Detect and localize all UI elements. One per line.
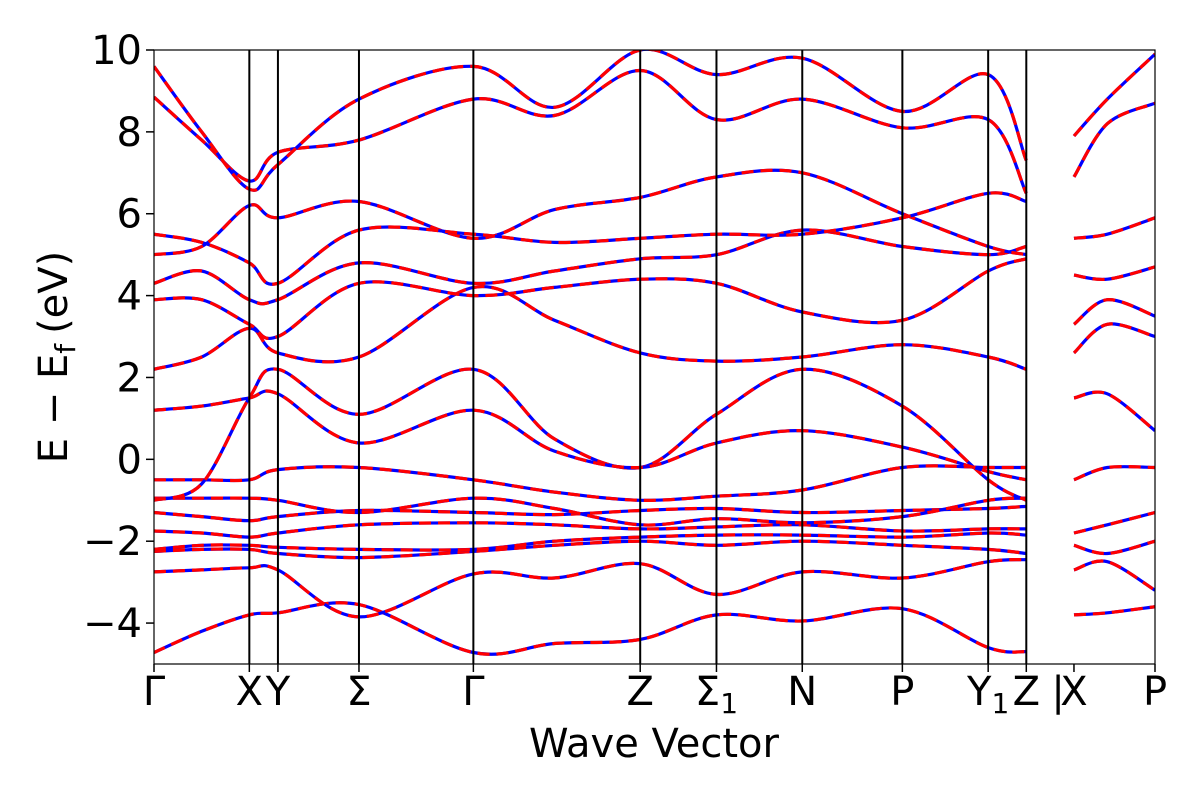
band-line-red xyxy=(1073,465,1155,482)
y-tick-label: −4 xyxy=(83,601,142,647)
band-line-red xyxy=(1072,322,1155,355)
band-line-red xyxy=(154,521,1027,539)
band-line-red xyxy=(1073,559,1155,592)
kpoint-separator: | xyxy=(1051,669,1064,715)
y-tick-label: 8 xyxy=(117,110,142,156)
y-tick-label: 10 xyxy=(91,28,142,74)
band-line-red xyxy=(154,168,1027,257)
plot-frame xyxy=(153,49,1156,665)
kpoint-label: Γ xyxy=(143,669,166,715)
band-line-blue xyxy=(154,50,1028,192)
band-line-red xyxy=(1072,298,1155,326)
y-tick-label: 6 xyxy=(117,192,142,238)
band-line-red xyxy=(154,68,1028,195)
kpoint-label: Γ xyxy=(462,669,485,715)
kpoint-label: P xyxy=(890,669,914,715)
kpoint-label: Y1 xyxy=(966,669,1009,720)
y-axis-title-main: E − E xyxy=(31,354,77,464)
y-tick-label: 0 xyxy=(117,437,142,483)
band-line-red xyxy=(154,601,1027,656)
band-line-blue xyxy=(154,367,1028,502)
band-line-red xyxy=(154,284,1027,371)
band-line-red xyxy=(154,496,1027,527)
y-axis-title-subscript: f xyxy=(49,343,82,354)
band-line-red xyxy=(1073,510,1155,535)
band-line-red xyxy=(1073,605,1155,617)
band-line-red xyxy=(154,389,1027,482)
kpoint-label: Z xyxy=(1013,669,1040,715)
kpoint-label: X xyxy=(236,669,263,715)
band-line-blue xyxy=(154,284,1027,371)
kpoint-label: Σ xyxy=(346,669,371,715)
band-line-red xyxy=(1073,265,1155,282)
y-axis-title-unit: (eV) xyxy=(31,251,77,334)
y-tick-label: −2 xyxy=(83,519,142,565)
band-line-red xyxy=(1073,390,1155,432)
y-axis-title: E − Ef (eV) xyxy=(31,251,82,464)
x-axis: Γ X Y Σ Γ Z Σ1 N P Y1 Z X P| xyxy=(143,664,1167,720)
bands-layer xyxy=(154,50,1155,656)
band-line-blue xyxy=(1072,322,1155,355)
band-line-red xyxy=(1073,539,1155,556)
kpoint-label: P xyxy=(1143,669,1167,715)
kpoint-lines xyxy=(248,50,1028,664)
band-line-red xyxy=(1073,216,1155,240)
band-line-red xyxy=(154,367,1028,502)
y-tick-label: 2 xyxy=(117,355,142,401)
band-line-blue xyxy=(154,191,1027,286)
band-line-red xyxy=(154,50,1028,192)
band-line-blue xyxy=(1073,216,1155,240)
band-line-red xyxy=(154,558,1027,619)
band-line-blue xyxy=(154,389,1027,482)
band-line-blue xyxy=(1072,101,1155,178)
band-line-red xyxy=(154,228,1027,306)
band-line-blue xyxy=(1073,465,1155,482)
band-line-red xyxy=(154,257,1027,340)
y-axis: −4 −2 0 2 4 6 8 10 xyxy=(83,28,154,647)
kpoint-label: Σ1 xyxy=(695,669,738,720)
x-axis-title: Wave Vector xyxy=(529,721,780,767)
kpoint-label: Z xyxy=(626,669,653,715)
band-line-red xyxy=(1072,101,1155,178)
band-line-blue xyxy=(154,68,1028,195)
band-line-red xyxy=(154,464,1027,502)
band-line-blue xyxy=(154,257,1027,340)
band-line-red xyxy=(154,191,1027,286)
kpoint-label: X xyxy=(1060,669,1087,715)
kpoint-label: N xyxy=(787,669,817,715)
kpoint-label: Y xyxy=(265,669,291,715)
band-line-red xyxy=(1072,52,1155,138)
y-tick-label: 4 xyxy=(117,274,142,320)
